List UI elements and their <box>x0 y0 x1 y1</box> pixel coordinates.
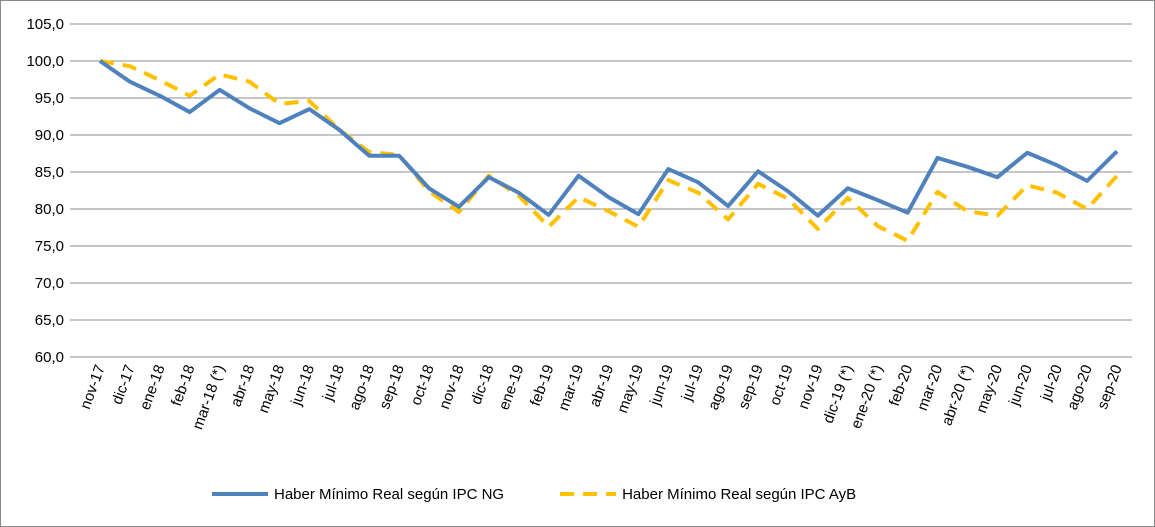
y-tick-label: 85,0 <box>35 164 64 181</box>
series-line <box>98 59 1119 218</box>
y-tick-label: 60,0 <box>35 349 64 366</box>
y-tick-label: 100,0 <box>26 53 64 70</box>
legend-label: Haber Mínimo Real según IPC AyB <box>622 486 856 503</box>
y-tick-label: 90,0 <box>35 127 64 144</box>
legend-label: Haber Mínimo Real según IPC NG <box>274 486 504 503</box>
y-tick-label: 95,0 <box>35 90 64 107</box>
series-line <box>99 59 1119 243</box>
y-tick-label: 80,0 <box>35 201 64 218</box>
y-tick-label: 105,0 <box>26 16 64 33</box>
y-tick-label: 75,0 <box>35 238 64 255</box>
y-tick-label: 70,0 <box>35 275 64 292</box>
y-tick-label: 65,0 <box>35 312 64 329</box>
